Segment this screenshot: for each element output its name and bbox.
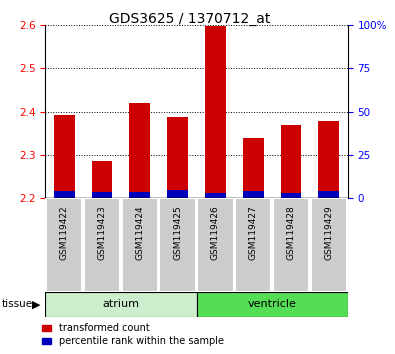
Text: GSM119428: GSM119428 — [286, 206, 295, 261]
Bar — [280, 125, 301, 198]
Text: GSM119422: GSM119422 — [60, 206, 69, 261]
Text: GSM119424: GSM119424 — [135, 206, 144, 261]
Bar — [205, 26, 226, 198]
Bar — [243, 138, 263, 198]
Bar — [310, 198, 347, 292]
Text: GSM119425: GSM119425 — [173, 206, 182, 261]
Bar — [92, 160, 113, 198]
Bar — [273, 198, 309, 292]
Bar — [54, 115, 75, 198]
Text: GDS3625 / 1370712_at: GDS3625 / 1370712_at — [109, 12, 270, 27]
Bar — [122, 198, 158, 292]
Bar — [318, 121, 339, 198]
Text: ▶: ▶ — [32, 299, 41, 309]
Text: GSM119429: GSM119429 — [324, 206, 333, 261]
Bar — [54, 191, 75, 198]
Legend: transformed count, percentile rank within the sample: transformed count, percentile rank withi… — [42, 324, 224, 346]
Bar — [197, 292, 348, 317]
Text: GSM119423: GSM119423 — [98, 206, 107, 261]
Bar — [243, 191, 263, 198]
Text: tissue: tissue — [2, 299, 33, 309]
Bar — [84, 198, 120, 292]
Bar — [205, 193, 226, 198]
Text: ventricle: ventricle — [248, 299, 297, 309]
Bar — [160, 198, 196, 292]
Bar — [318, 191, 339, 198]
Bar — [167, 190, 188, 198]
Text: GSM119426: GSM119426 — [211, 206, 220, 261]
Bar — [46, 198, 83, 292]
Text: GSM119427: GSM119427 — [249, 206, 258, 261]
Bar — [130, 103, 150, 198]
Bar — [280, 193, 301, 198]
Bar — [167, 117, 188, 198]
Bar — [130, 192, 150, 198]
Bar — [45, 292, 197, 317]
Bar — [197, 198, 233, 292]
Bar — [235, 198, 271, 292]
Bar — [92, 192, 113, 198]
Text: atrium: atrium — [102, 299, 139, 309]
